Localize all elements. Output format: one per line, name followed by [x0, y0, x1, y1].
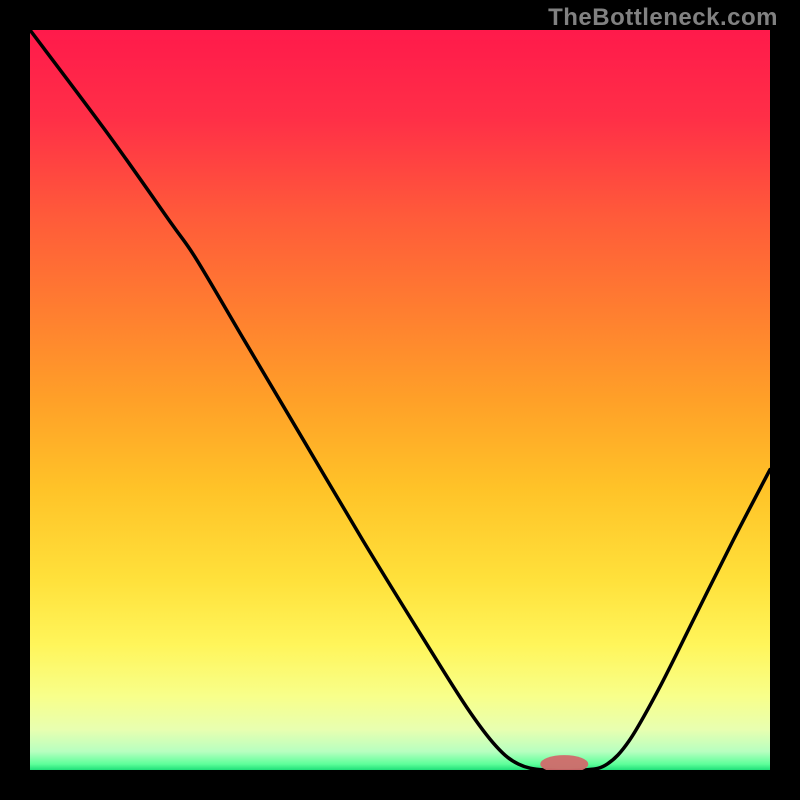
bottleneck-curve-svg	[30, 30, 770, 770]
chart-frame: TheBottleneck.com	[0, 0, 800, 800]
plot-area	[30, 30, 770, 770]
gradient-background	[30, 30, 770, 770]
watermark-text: TheBottleneck.com	[548, 4, 778, 32]
